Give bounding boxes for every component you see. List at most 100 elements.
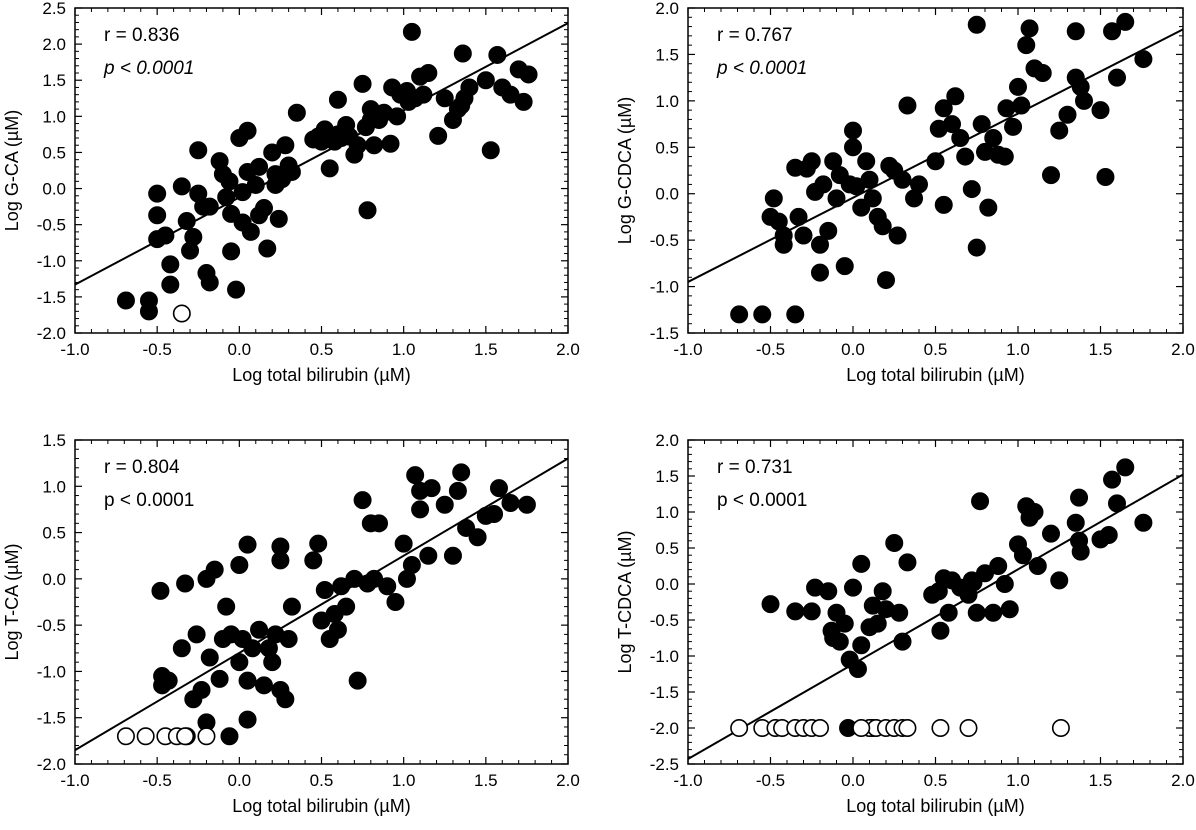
y-axis-title: Log G-CDCA (µM)	[615, 97, 635, 244]
data-point-filled	[1134, 513, 1153, 532]
data-point-filled	[227, 280, 246, 299]
x-tick-label: -0.5	[756, 771, 785, 790]
data-point-filled	[282, 597, 301, 616]
y-tick-label: 1.0	[655, 503, 679, 522]
data-point-filled	[835, 257, 854, 276]
data-point-filled	[429, 126, 448, 145]
data-point-filled	[250, 157, 269, 176]
data-point-filled	[394, 534, 413, 553]
data-point-open	[898, 718, 917, 737]
data-point-filled	[843, 138, 862, 157]
data-point-open	[116, 727, 135, 746]
data-point-open	[176, 727, 195, 746]
x-tick-label: -1.0	[60, 771, 89, 790]
data-point-filled	[926, 152, 945, 171]
data-point-filled	[1091, 101, 1110, 120]
data-point-filled	[151, 581, 170, 600]
data-point-filled	[1108, 494, 1127, 513]
data-point-filled	[220, 727, 239, 746]
data-point-filled	[200, 197, 219, 216]
data-point-filled	[893, 632, 912, 651]
correlation-r: r = 0.731	[717, 457, 793, 478]
data-point-filled	[1000, 600, 1019, 619]
data-point-filled	[254, 199, 273, 218]
data-point-filled	[1050, 571, 1069, 590]
data-point-filled	[217, 188, 236, 207]
data-point-filled	[358, 201, 377, 220]
regression-line	[687, 473, 1184, 760]
correlation-r: r = 0.836	[104, 25, 180, 46]
data-point-filled	[848, 659, 867, 678]
data-point-filled	[222, 242, 241, 261]
data-point-filled	[852, 198, 871, 217]
data-point-open	[852, 718, 871, 737]
data-point-filled	[435, 495, 454, 514]
data-point-filled	[995, 574, 1014, 593]
data-point-filled	[1020, 19, 1039, 38]
y-tick-label: 0.5	[42, 143, 66, 162]
data-point-filled	[353, 74, 372, 93]
data-point-filled	[161, 275, 180, 294]
data-point-filled	[419, 64, 438, 83]
y-tick-label: -1.5	[37, 709, 66, 728]
data-point-filled	[830, 632, 849, 651]
data-point-filled	[276, 690, 295, 709]
data-point-filled	[802, 602, 821, 621]
data-point-filled	[402, 22, 421, 41]
y-tick-label: -2.5	[650, 755, 679, 774]
data-point-filled	[485, 505, 504, 524]
data-point-filled	[1066, 22, 1085, 41]
data-point-filled	[148, 206, 167, 225]
data-point-filled	[730, 305, 749, 324]
x-tick-label: -0.5	[756, 340, 785, 359]
data-point-filled	[898, 553, 917, 572]
data-point-filled	[868, 614, 887, 633]
data-point-filled	[419, 546, 438, 565]
data-point-filled	[315, 580, 334, 599]
data-point-filled	[282, 162, 301, 181]
data-point-filled	[1028, 556, 1047, 575]
data-point-filled	[951, 129, 970, 148]
data-point-filled	[116, 291, 135, 310]
y-tick-label: 0.5	[655, 138, 679, 157]
x-tick-label: 1.5	[1089, 340, 1113, 359]
data-point-filled	[852, 554, 871, 573]
x-tick-label: 2.0	[556, 340, 580, 359]
x-axis-title: Log total bilirubin (µM)	[846, 365, 1024, 385]
data-point-filled	[176, 574, 195, 593]
data-point-open	[172, 304, 191, 323]
data-point-open	[810, 718, 829, 737]
y-tick-label: -0.5	[650, 231, 679, 250]
data-point-filled	[1099, 526, 1118, 545]
chart-panel-bottom-left: -1.0 -0.5 0.0 0.5 1.0 1.5 2.0 -2.0 -1.5 -1.0 -0.5 0…	[2, 431, 580, 816]
y-tick-label: -1.5	[650, 683, 679, 702]
data-point-open	[197, 727, 216, 746]
data-point-filled	[353, 491, 372, 510]
data-point-filled	[761, 595, 780, 614]
data-point-filled	[876, 271, 895, 290]
y-tick-label: 2.0	[655, 0, 679, 18]
data-point-filled	[1070, 531, 1089, 550]
x-tick-label: 1.5	[474, 340, 498, 359]
data-point-filled	[1116, 458, 1135, 477]
data-point-filled	[238, 121, 257, 140]
data-point-filled	[1096, 168, 1115, 187]
data-point-filled	[184, 227, 203, 246]
data-point-filled	[946, 87, 965, 106]
data-point-filled	[1017, 36, 1036, 55]
chart-panel-top-left: -1.0 -0.5 0.0 0.5 1.0 1.5 2.0 -2.0 -1.5 -1.0 -0.5 0…	[2, 0, 580, 385]
x-tick-label: 1.0	[392, 340, 416, 359]
data-point-filled	[794, 226, 813, 245]
data-point-filled	[979, 198, 998, 217]
data-point-filled	[1108, 68, 1127, 87]
data-point-filled	[863, 189, 882, 208]
data-point-filled	[435, 89, 454, 108]
x-tick-label: 0.0	[841, 771, 865, 790]
x-tick-label: 1.0	[1006, 771, 1030, 790]
data-point-filled	[789, 207, 808, 226]
data-point-filled	[238, 535, 257, 554]
data-point-filled	[888, 226, 907, 245]
y-tick-label: 0.5	[655, 539, 679, 558]
x-tick-label: 1.0	[1006, 340, 1030, 359]
data-point-filled	[230, 555, 249, 574]
